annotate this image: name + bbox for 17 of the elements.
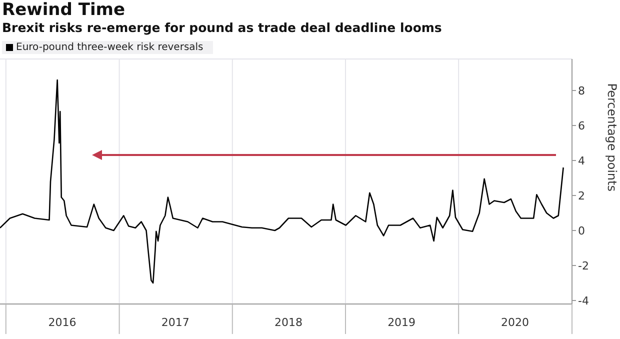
y-tick-label: 2 bbox=[578, 189, 585, 202]
y-axis-title: Percentage points bbox=[605, 83, 619, 192]
legend-label: Euro-pound three-week risk reversals bbox=[15, 42, 204, 53]
x-tick-label: 2017 bbox=[161, 316, 190, 329]
y-tick-label: 8 bbox=[578, 84, 585, 98]
y-tick-label: -4 bbox=[578, 294, 589, 308]
y-tick-label: 4 bbox=[578, 154, 585, 168]
line-series bbox=[0, 79, 564, 284]
y-tick-label: 6 bbox=[578, 119, 585, 132]
chart-subtitle: Brexit risks re-emerge for pound as trade deal deadline looms bbox=[2, 20, 442, 35]
x-tick-label: 2020 bbox=[500, 316, 529, 329]
x-tick-label: 2019 bbox=[388, 316, 416, 329]
chart-title: Rewind Time bbox=[2, 0, 126, 20]
x-tick-label: 2018 bbox=[274, 316, 302, 329]
x-tick-label: 2016 bbox=[48, 316, 76, 329]
y-tick-label: 0 bbox=[578, 224, 585, 238]
y-tick-label: -2 bbox=[578, 259, 589, 272]
